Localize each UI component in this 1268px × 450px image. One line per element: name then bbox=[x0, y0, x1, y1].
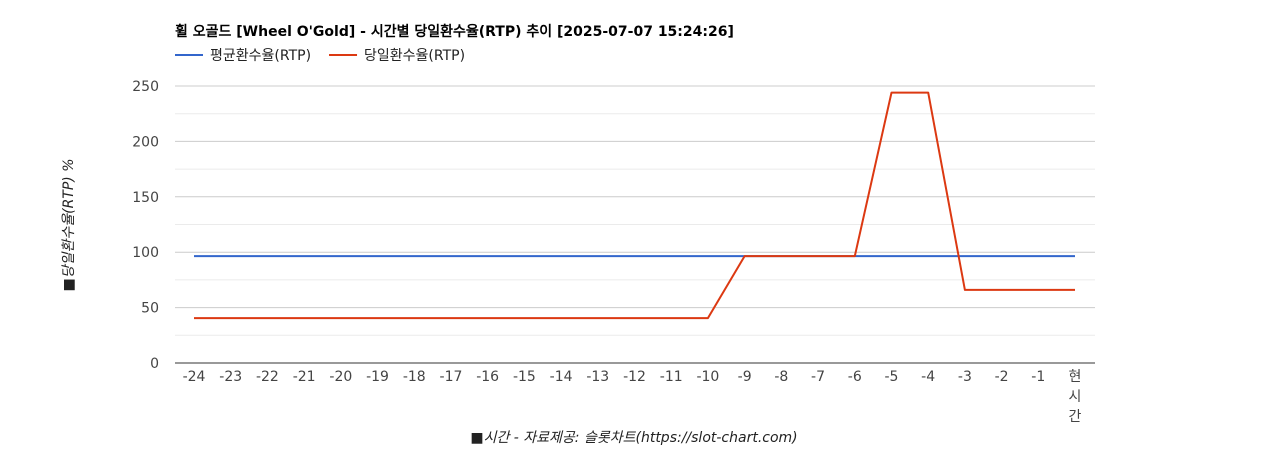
x-tick-label: -3 bbox=[958, 369, 972, 385]
y-tick-label: 0 bbox=[150, 356, 159, 372]
x-tick-label: -14 bbox=[550, 369, 573, 385]
legend-label-2: 당일환수율(RTP) bbox=[364, 48, 465, 64]
x-axis-ticks: -24 -23 -22 -21 -20 -19 -18 -17 -16 -15 -14 -13 -12-… bbox=[183, 369, 1082, 425]
x-tick-label: -7 bbox=[811, 369, 825, 385]
y-axis-title: ■당일환수율(RTP) % bbox=[61, 158, 77, 291]
y-tick-label: 200 bbox=[132, 134, 159, 150]
x-tick-label: -21 bbox=[293, 369, 316, 385]
x-tick-label: -17 bbox=[440, 369, 463, 385]
series-line-2 bbox=[194, 91, 1075, 320]
legend-label-1: 평균환수율(RTP) bbox=[210, 48, 311, 64]
series-lines bbox=[194, 91, 1075, 320]
y-tick-label: 150 bbox=[132, 190, 159, 206]
x-tick-label: -22 bbox=[256, 369, 279, 385]
x-tick-label: -2 bbox=[995, 369, 1009, 385]
y-tick-label: 250 bbox=[132, 79, 159, 95]
x-tick-label: -1 bbox=[1031, 369, 1045, 385]
x-tick-label: -15 bbox=[513, 369, 536, 385]
y-tick-label: 50 bbox=[141, 301, 159, 317]
x-tick-label: -11 bbox=[660, 369, 683, 385]
x-tick-label: -24 bbox=[183, 369, 206, 385]
x-tick-label: -10 bbox=[696, 369, 719, 385]
x-tick-label: -12 bbox=[623, 369, 646, 385]
legend: 평균환수율(RTP) 당일환수율(RTP) bbox=[175, 48, 465, 64]
x-tick-label: -13 bbox=[586, 369, 609, 385]
y-tick-label: 100 bbox=[132, 245, 159, 261]
x-tick-label: -19 bbox=[366, 369, 389, 385]
chart-title: 휠 오골드 [Wheel O'Gold] - 시간별 당일환수율(RTP) 추이… bbox=[175, 23, 734, 40]
x-tick-label: -9 bbox=[738, 369, 752, 385]
x-tick-label: -4 bbox=[921, 369, 935, 385]
x-axis-title: ■시간 - 자료제공: 슬롯차트(https://slot-chart.com) bbox=[470, 430, 797, 446]
gridlines bbox=[175, 85, 1095, 364]
x-tick-label: -8 bbox=[774, 369, 788, 385]
x-tick-label: -18 bbox=[403, 369, 426, 385]
y-axis-ticks: 0 50 100 150 200 250 bbox=[132, 79, 159, 372]
x-tick-label: -16 bbox=[476, 369, 499, 385]
x-tick-label: -23 bbox=[219, 369, 242, 385]
x-tick-label: -6 bbox=[848, 369, 862, 385]
x-tick-label: -20 bbox=[329, 369, 352, 385]
x-tick-label: -5 bbox=[884, 369, 898, 385]
